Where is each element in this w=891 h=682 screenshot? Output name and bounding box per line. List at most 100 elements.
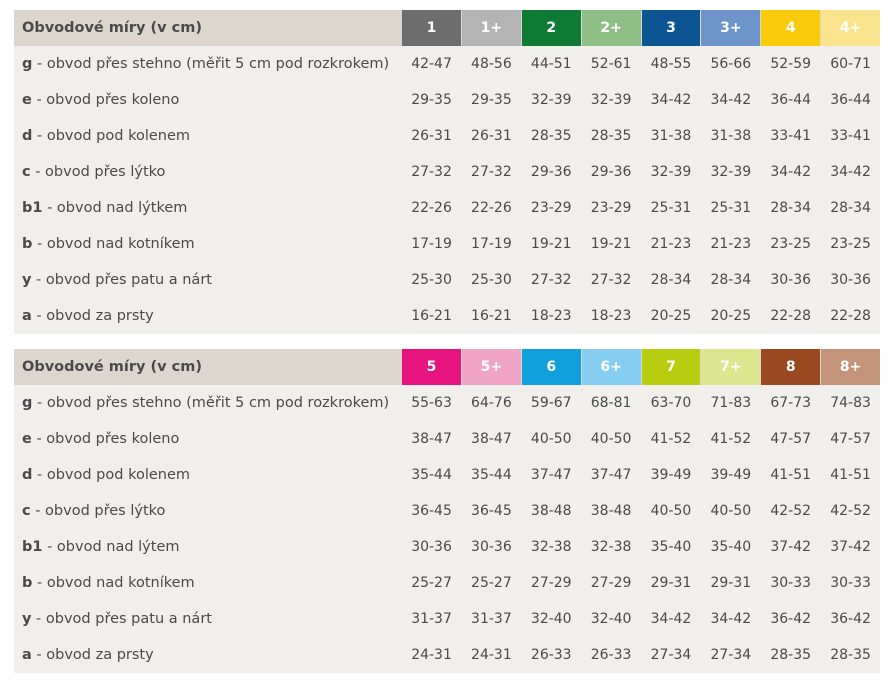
table-cell: 52-59 (770, 56, 812, 72)
table-cell: 23-25 (830, 236, 871, 252)
table-cell: 47-57 (830, 431, 871, 447)
table-cell: 25-27 (471, 575, 512, 591)
table-cell: 29-35 (411, 92, 452, 108)
measurement-description: - obvod pod kolenem (32, 467, 191, 483)
table-cell: 29-31 (710, 575, 752, 591)
table-cell: 24-31 (471, 647, 512, 663)
table-cell: 22-26 (411, 200, 452, 216)
table-cell: 37-47 (530, 467, 572, 483)
table-row: a - obvod za prsty 24-31 24-31 26-33 26-33 27… (14, 637, 880, 673)
table-cell: 35-44 (411, 467, 452, 483)
table-cell: 41-52 (710, 431, 752, 447)
measurement-key: d (22, 128, 33, 144)
table-cell: 30-36 (770, 272, 812, 288)
table-cell: 74-83 (830, 395, 871, 411)
measurement-description: - obvod přes stehno (měřit 5 cm pod rozk… (32, 56, 390, 72)
table-header-row: Obvodové míry (v cm) 1 1+ 2 2+ 3 3+ 4 4+ (14, 10, 880, 46)
table-cell: 32-39 (530, 92, 572, 108)
table-cell: 31-37 (411, 611, 452, 627)
table-row: b - obvod nad kotníkem 25-27 25-27 27-29 27-… (14, 565, 880, 601)
table-cell: 16-21 (411, 308, 452, 324)
table-row: e - obvod přes koleno 29-35 29-35 32-39 32-3… (14, 82, 880, 118)
table-cell: 27-32 (411, 164, 452, 180)
row-label: a - obvod za prsty (14, 298, 402, 334)
row-label: g - obvod přes stehno (měřit 5 cm pod ro… (14, 46, 402, 82)
size-header-7-plus: 7+ (701, 349, 761, 385)
measurement-key: y (22, 272, 32, 288)
table-cell: 23-29 (530, 200, 572, 216)
size-table-1: Obvodové míry (v cm) 1 1+ 2 2+ 3 3+ 4 4+ g - obvo… (14, 10, 880, 334)
table-cell: 18-23 (590, 308, 632, 324)
measurement-description: - obvod přes lýtko (30, 503, 166, 519)
table-cell: 25-27 (411, 575, 452, 591)
table-cell: 17-19 (471, 236, 512, 252)
measurement-key: y (22, 611, 32, 627)
table-row: b1 - obvod nad lýtem 30-36 30-36 32-38 32-38… (14, 529, 880, 565)
table-cell: 36-44 (770, 92, 812, 108)
measurement-description: - obvod nad kotníkem (32, 575, 195, 591)
size-header-3: 3 (641, 10, 701, 46)
table-cell: 47-57 (770, 431, 812, 447)
measurement-key: b (22, 575, 33, 591)
table-cell: 23-25 (770, 236, 812, 252)
table-cell: 32-39 (650, 164, 692, 180)
table-cell: 26-31 (471, 128, 512, 144)
table-cell: 28-34 (710, 272, 752, 288)
table-cell: 59-67 (530, 395, 572, 411)
table-cell: 34-42 (650, 92, 692, 108)
table-cell: 56-66 (710, 56, 752, 72)
row-label: g - obvod přes stehno (měřit 5 cm pod ro… (14, 385, 402, 421)
table-cell: 29-36 (530, 164, 572, 180)
table-cell: 32-38 (590, 539, 632, 555)
table-cell: 44-51 (530, 56, 572, 72)
size-header-3-plus: 3+ (701, 10, 761, 46)
table-cell: 27-34 (650, 647, 692, 663)
table-cell: 20-25 (710, 308, 752, 324)
table-cell: 25-30 (411, 272, 452, 288)
table-cell: 55-63 (411, 395, 452, 411)
table-cell: 28-35 (530, 128, 572, 144)
table-cell: 34-42 (830, 164, 871, 180)
table-cell: 38-47 (471, 431, 512, 447)
table-row: y - obvod přes patu a nárt 25-30 25-30 27-3… (14, 262, 880, 298)
table-cell: 32-38 (530, 539, 572, 555)
measurement-key: b (22, 236, 33, 252)
table-row: c - obvod přes lýtko 27-32 27-32 29-36 29-36… (14, 154, 880, 190)
table-cell: 35-44 (471, 467, 512, 483)
row-label: c - obvod přes lýtko (14, 154, 402, 190)
table-cell: 28-35 (830, 647, 871, 663)
table-cell: 41-51 (830, 467, 871, 483)
table-cell: 41-51 (770, 467, 812, 483)
row-label: d - obvod pod kolenem (14, 118, 402, 154)
table-cell: 60-71 (830, 56, 871, 72)
table-cell: 31-38 (650, 128, 692, 144)
row-label: b1 - obvod nad lýtem (14, 529, 402, 565)
row-label: a - obvod za prsty (14, 637, 402, 673)
table-cell: 17-19 (411, 236, 452, 252)
size-header-6-plus: 6+ (581, 349, 641, 385)
measurement-key: d (22, 467, 33, 483)
table-cell: 42-52 (830, 503, 871, 519)
table-cell: 28-35 (770, 647, 812, 663)
measurement-key: g (22, 56, 33, 72)
table-cell: 32-40 (530, 611, 572, 627)
row-label: e - obvod přes koleno (14, 421, 402, 457)
table-cell: 22-28 (770, 308, 812, 324)
measurement-description: - obvod přes koleno (31, 431, 180, 447)
measurement-description: - obvod pod kolenem (32, 128, 191, 144)
table-cell: 35-40 (710, 539, 752, 555)
measurement-description: - obvod nad lýtem (42, 539, 180, 555)
size-header-8-plus: 8+ (821, 349, 880, 385)
table-cell: 68-81 (590, 395, 632, 411)
table-cell: 37-47 (590, 467, 632, 483)
table-cell: 29-35 (471, 92, 512, 108)
table-cell: 28-34 (830, 200, 871, 216)
table-cell: 34-42 (650, 611, 692, 627)
measurement-key: b1 (22, 539, 43, 555)
table-row: a - obvod za prsty 16-21 16-21 18-23 18-23 20… (14, 298, 880, 334)
table-row: e - obvod přes koleno 38-47 38-47 40-50 40-5… (14, 421, 880, 457)
table-cell: 31-38 (710, 128, 752, 144)
measurement-description: - obvod přes patu a nárt (31, 272, 212, 288)
size-header-1-plus: 1+ (461, 10, 521, 46)
table-cell: 29-31 (650, 575, 692, 591)
